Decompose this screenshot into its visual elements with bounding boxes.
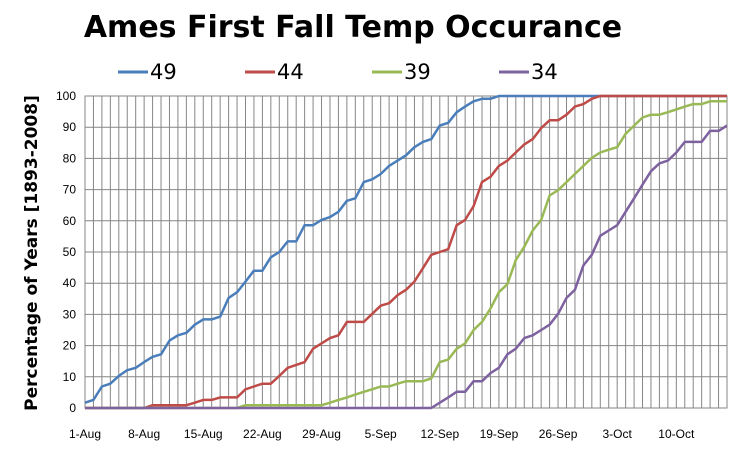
series-line-49 xyxy=(84,94,727,404)
x-tick-label: 8-Aug xyxy=(128,427,160,441)
legend-label-49: 49 xyxy=(150,60,177,84)
x-axis-ticks: 1-Aug 8-Aug 15-Aug 22-Aug 29-Aug 5-Sep 12-Sep 1… xyxy=(69,427,695,441)
legend-label-44: 44 xyxy=(277,60,304,84)
series-line-34 xyxy=(85,124,728,410)
x-tick-label: 15-Aug xyxy=(184,427,223,441)
series-lines xyxy=(84,94,728,410)
legend-label-34: 34 xyxy=(531,60,558,84)
y-tick-label: 60 xyxy=(63,214,77,228)
y-tick-label: 30 xyxy=(63,307,77,321)
chart-title: Ames First Fall Temp Occurance xyxy=(84,10,622,45)
x-tick-label: 3-Oct xyxy=(603,427,633,441)
x-tick-label: 29-Aug xyxy=(302,427,341,441)
x-tick-label: 19-Sep xyxy=(480,427,519,441)
y-tick-label: 50 xyxy=(63,245,77,259)
y-tick-label: 0 xyxy=(69,401,76,415)
series-line-44 xyxy=(85,94,727,410)
y-tick-label: 90 xyxy=(63,120,77,134)
gridlines xyxy=(85,95,727,409)
x-tick-label: 5-Sep xyxy=(365,427,397,441)
y-tick-label: 40 xyxy=(63,276,77,290)
y-tick-label: 10 xyxy=(63,370,77,384)
x-tick-label: 10-Oct xyxy=(658,427,695,441)
y-tick-label: 100 xyxy=(56,89,76,103)
legend: 49 44 39 34 xyxy=(118,60,558,84)
y-tick-label: 20 xyxy=(63,339,77,353)
x-tick-label: 12-Sep xyxy=(420,427,459,441)
y-axis-label: Percentage of Years [1893-2008] xyxy=(22,95,42,411)
series-line-39 xyxy=(85,100,727,410)
y-axis-ticks: 0 10 20 30 40 50 60 70 80 90 100 xyxy=(56,89,76,415)
x-tick-label: 1-Aug xyxy=(69,427,101,441)
legend-label-39: 39 xyxy=(404,60,431,84)
y-tick-label: 70 xyxy=(63,183,77,197)
y-tick-label: 80 xyxy=(63,151,77,165)
x-tick-label: 22-Aug xyxy=(243,427,282,441)
x-tick-label: 26-Sep xyxy=(539,427,578,441)
